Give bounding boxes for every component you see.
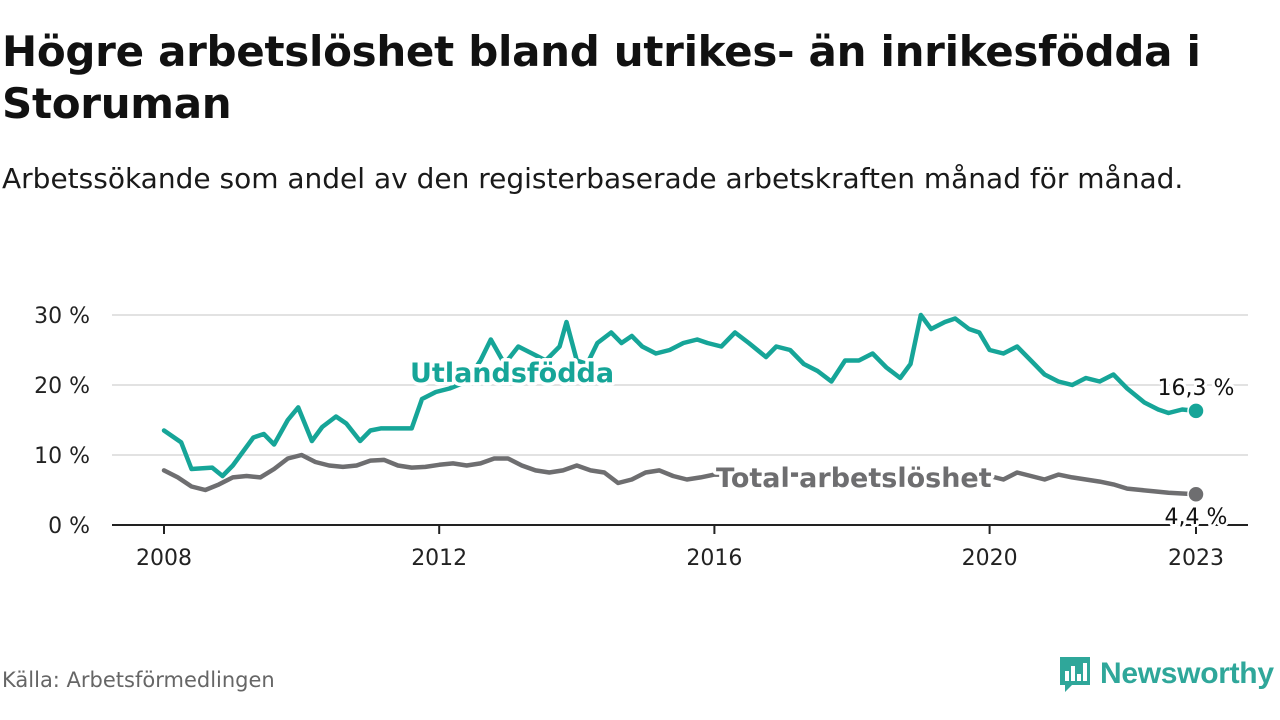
- end-marker-utlandsfodda: [1187, 402, 1205, 420]
- y-tick-label: 20 %: [34, 374, 90, 399]
- newsworthy-icon: [1060, 657, 1090, 692]
- x-tick-label: 2008: [136, 546, 192, 571]
- y-tick-label: 0 %: [48, 514, 90, 539]
- series-label-total: Total arbetslöshet: [716, 463, 992, 494]
- y-tick-label: 10 %: [34, 444, 90, 469]
- end-marker-total: [1187, 485, 1205, 503]
- line-chart: 0 % 10 % 20 % 30 % 2008 2012 2016 2020 2023 Utlan…: [34, 304, 1248, 571]
- chart-subtitle: Arbetssökande som andel av den registerb…: [2, 162, 1184, 195]
- x-tick-label: 2012: [411, 546, 467, 571]
- source-note: Källa: Arbetsförmedlingen: [2, 668, 275, 692]
- y-tick-label: 30 %: [34, 304, 90, 329]
- series-line-total: [161, 452, 1199, 497]
- brand-logo: Newsworthy: [1058, 654, 1274, 694]
- chart-title: Högre arbetslöshet bland utrikes- än inr…: [2, 27, 1201, 128]
- x-tick-label: 2016: [686, 546, 742, 571]
- series-line-utlandsfodda: [161, 312, 1199, 479]
- x-tick-label: 2020: [962, 546, 1018, 571]
- series-label-utlandsfodda: Utlandsfödda: [410, 358, 614, 389]
- end-label-total: 4,4 %: [1165, 505, 1228, 530]
- brand-name: Newsworthy: [1100, 657, 1274, 690]
- end-label-utlandsfodda: 16,3 %: [1158, 376, 1235, 401]
- x-tick-label: 2023: [1168, 546, 1224, 571]
